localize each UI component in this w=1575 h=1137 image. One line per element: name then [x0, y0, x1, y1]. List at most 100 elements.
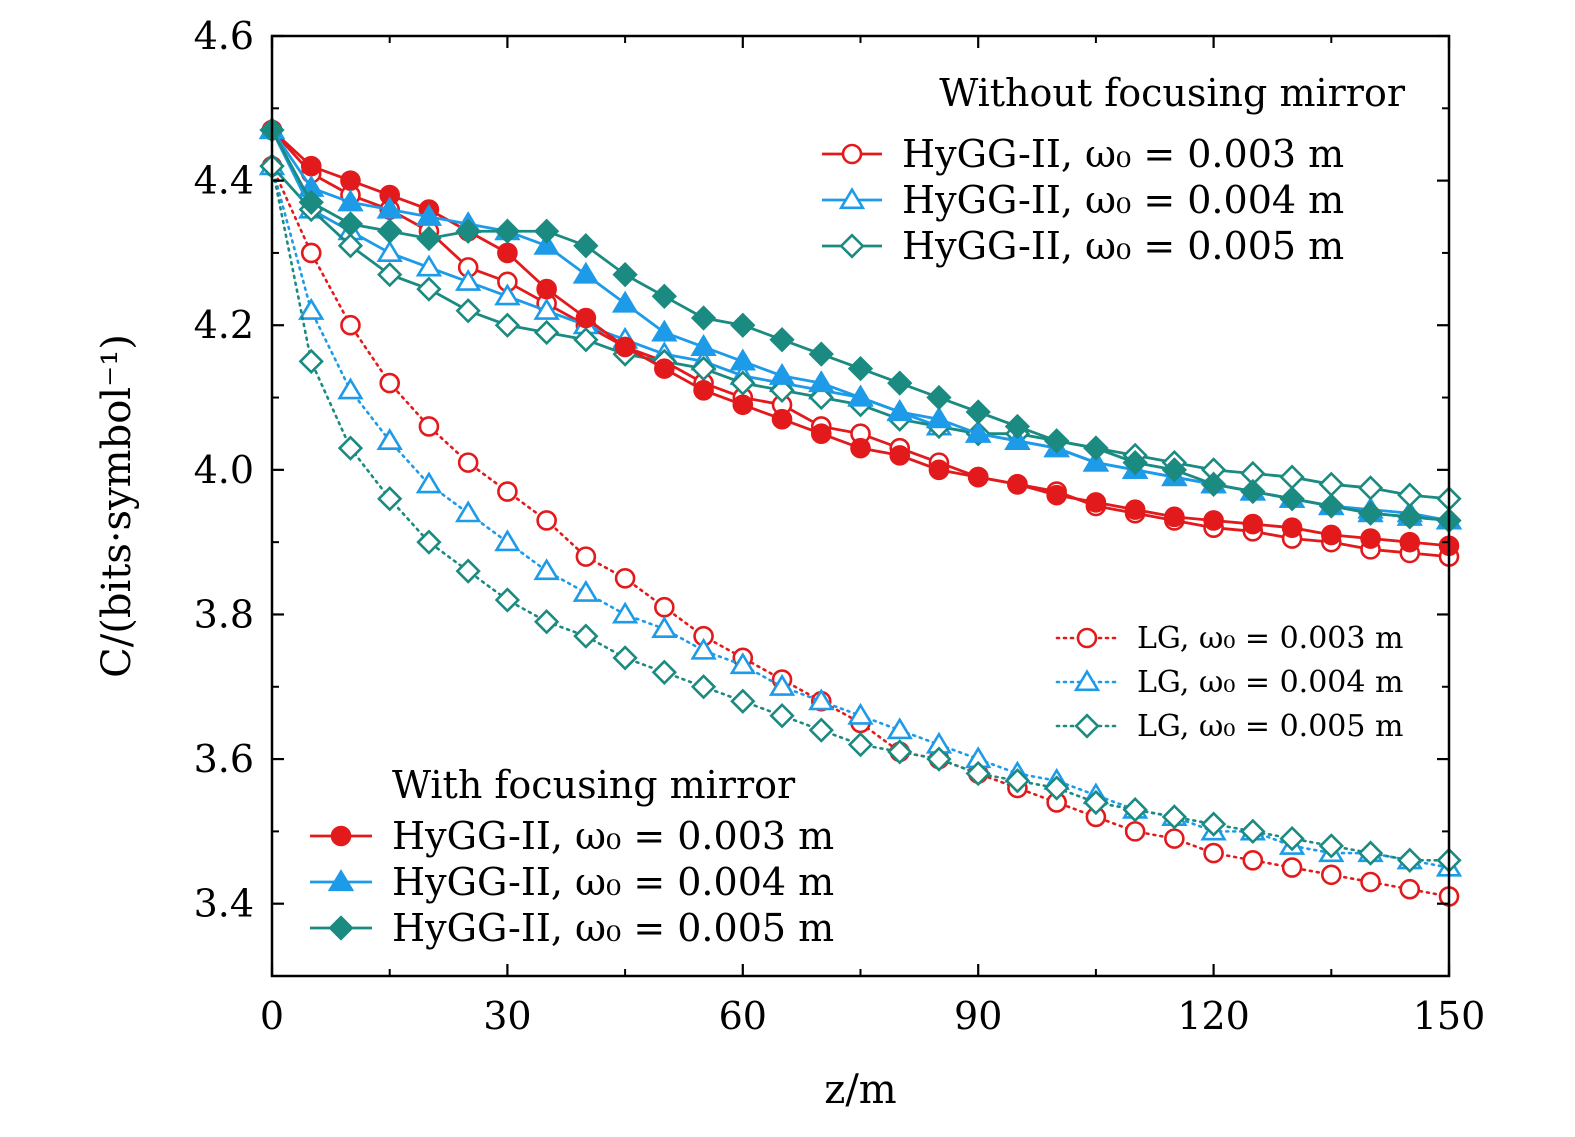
series-8-point: [1240, 818, 1266, 845]
series-6-point: [1124, 821, 1146, 842]
series-6-point: [497, 481, 518, 502]
series-6-point: [1281, 857, 1303, 878]
series-8-point: [377, 486, 403, 512]
x-tick-label: 150: [1413, 994, 1486, 1038]
legend-swatch-marker: [328, 915, 354, 941]
series-7-point: [847, 702, 874, 725]
series-5-point: [690, 305, 717, 331]
series-1-point: [455, 268, 482, 291]
series-2-point: [455, 298, 481, 324]
y-tick-label: 3.6: [194, 737, 254, 781]
series-8-point: [1044, 775, 1070, 801]
series-5-point: [1044, 428, 1070, 454]
series-6-point: [1242, 850, 1264, 871]
series-3-point: [1085, 492, 1107, 513]
legend-layer: Without focusing mirror HyGG-II, ω₀ = 0.0…: [310, 71, 1406, 950]
series-8-point: [1397, 847, 1423, 873]
series-6-point: [300, 242, 322, 264]
series-5-point: [1004, 413, 1031, 440]
series-5-point: [298, 189, 324, 215]
series-5-point: [1083, 435, 1109, 461]
series-7-point: [455, 500, 482, 523]
series-2-point: [533, 319, 560, 346]
x-tick-label: 30: [483, 994, 531, 1038]
legend-swatch-marker: [1073, 669, 1101, 692]
series-5-point: [573, 233, 599, 259]
series-6-point: [340, 314, 361, 336]
series-5-point: [1200, 471, 1227, 497]
series-5-point: [965, 399, 991, 425]
series-8-point: [1318, 833, 1344, 859]
series-5-point: [1357, 500, 1384, 526]
series-4-point: [415, 203, 443, 226]
series-4-point: [925, 406, 953, 429]
legend-title: With focusing mirror: [392, 763, 796, 807]
legend-group-0: Without focusing mirror HyGG-II, ω₀ = 0.0…: [822, 71, 1406, 268]
series-5-point: [926, 384, 952, 411]
legend-entry-label: LG, ω₀ = 0.004 m: [1137, 665, 1403, 700]
series-8-point: [1122, 797, 1148, 823]
series-4-point: [376, 196, 403, 219]
series-2-point: [1279, 464, 1305, 490]
series-4-point: [690, 334, 717, 356]
series-7-point: [494, 529, 521, 552]
series-1-point: [376, 240, 403, 262]
series-5-point: [1240, 478, 1266, 505]
series-3-point: [693, 380, 714, 401]
series-7-point: [651, 616, 678, 638]
legend-entry-label: LG, ω₀ = 0.005 m: [1137, 709, 1403, 744]
series-5-point: [808, 341, 834, 367]
series-3-point: [1046, 484, 1067, 506]
series-8-point: [1004, 768, 1031, 794]
series-8-point: [416, 529, 442, 555]
series-3-point: [300, 155, 322, 177]
series-8-point: [926, 746, 952, 772]
series-3-point: [810, 423, 832, 444]
series-3-point: [1164, 506, 1185, 528]
series-4-point: [729, 348, 756, 371]
series-6-point: [379, 372, 401, 394]
series-7-point: [533, 558, 560, 581]
series-5-point: [1279, 486, 1305, 512]
series-2-point: [494, 312, 521, 338]
x-tick-label: 60: [719, 994, 767, 1038]
series-4-point: [533, 232, 560, 255]
legend-swatch-marker: [327, 869, 355, 892]
series-3-point: [340, 170, 361, 191]
series-2-point: [690, 355, 717, 382]
series-6-point: [654, 596, 675, 618]
series-6-point: [1360, 871, 1381, 893]
legend-swatch-marker: [1076, 627, 1098, 649]
series-6-point: [457, 452, 479, 473]
series-3-point: [1281, 517, 1303, 538]
y-tick-label: 4.6: [194, 14, 254, 58]
series-2-point: [416, 276, 442, 302]
series-4-point: [572, 261, 600, 284]
series-5-point: [455, 218, 481, 244]
series-2-point: [377, 261, 403, 288]
series-7-point: [376, 428, 403, 450]
legend-entry-label: HyGG-II, ω₀ = 0.005 m: [392, 906, 834, 950]
legend-entry-label: HyGG-II, ω₀ = 0.004 m: [902, 178, 1344, 222]
series-7-point: [690, 637, 717, 660]
series-6-point: [1164, 828, 1185, 849]
series-6-point: [1203, 842, 1224, 864]
series-5-point: [416, 225, 442, 252]
series-8-point: [847, 731, 874, 758]
series-1-point: [494, 283, 521, 306]
x-tick-label: 0: [260, 994, 284, 1038]
series-7-point: [808, 688, 835, 711]
series-4-point: [611, 290, 639, 313]
series-8-point: [887, 739, 913, 765]
series-4-point: [651, 319, 678, 342]
series-8-point: [690, 674, 717, 700]
series-5-point: [533, 218, 560, 244]
series-8-point: [1279, 825, 1305, 852]
series-8-point: [1357, 840, 1384, 866]
series-7-point: [298, 297, 325, 320]
series-8-point: [1161, 804, 1188, 830]
series-6-point: [614, 568, 636, 589]
y-tick-label: 3.4: [194, 882, 254, 926]
series-8-point: [1200, 811, 1227, 837]
